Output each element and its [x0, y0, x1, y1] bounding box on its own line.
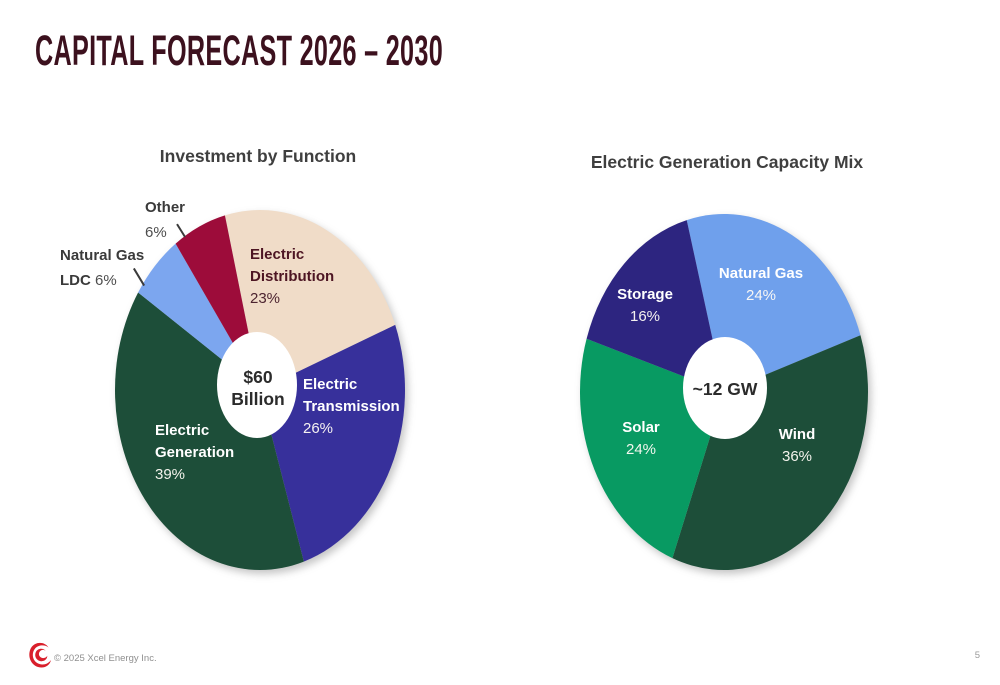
slice-label-natural-gas-ldc-line1: Natural Gas: [60, 247, 145, 264]
chart-title-investment-by-function: Investment by Function: [159, 146, 357, 166]
donut-hole: [217, 332, 297, 438]
slice-label-natural-gas: Natural Gas 24%: [718, 265, 804, 304]
pie-chart-capacity-mix: [580, 214, 869, 571]
pie-slice-electric-generation: [115, 292, 304, 570]
slice-label-other-name: Other: [145, 199, 186, 216]
slice-label-electric-generation: Electric Generation 39%: [155, 422, 235, 483]
slice-label-electric-distribution: Electric Distribution 23%: [250, 246, 335, 307]
page-number: 5: [974, 650, 980, 661]
xcel-energy-logo-icon: [29, 642, 51, 668]
slice-label-electric-transmission: Electric Transmission 26%: [303, 376, 400, 437]
slice-label-other: Other 6%: [145, 195, 185, 245]
pie-chart-investment-by-function: [115, 210, 406, 570]
donut-hole: [683, 337, 767, 439]
slice-label-natural-gas-ldc-pct: 6%: [95, 272, 117, 289]
slice-label-natural-gas-ldc: Natural Gas LDC 6%: [60, 243, 144, 293]
pie-slice-storage: [586, 220, 724, 392]
pie-slice-wind: [672, 335, 869, 571]
donut-center-label-60-billion: $60 Billion: [231, 367, 285, 409]
chart-title-capacity-mix: Electric Generation Capacity Mix: [590, 152, 864, 172]
copyright-text: © 2025 Xcel Energy Inc.: [54, 653, 157, 664]
donut-center-label-12-gw: ~12 GW: [692, 379, 758, 399]
slice-label-other-pct: 6%: [145, 224, 167, 241]
slice-label-wind: Wind 36%: [778, 426, 816, 465]
slice-label-natural-gas-ldc-line2: LDC 6%: [60, 272, 117, 289]
slice-label-storage: Storage 16%: [617, 286, 673, 325]
slide-title: CAPITAL FORECAST 2026 – 2030: [35, 26, 444, 74]
slice-label-solar: Solar 24%: [622, 419, 660, 458]
